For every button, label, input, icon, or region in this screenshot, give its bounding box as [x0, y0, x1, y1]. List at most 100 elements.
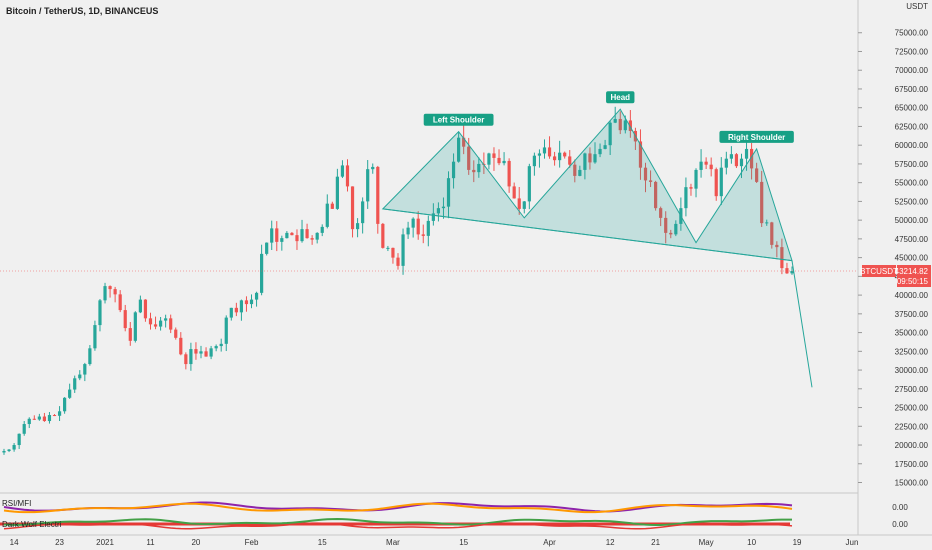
candle-body	[280, 238, 284, 242]
candle-body	[133, 312, 137, 341]
candle-body	[593, 154, 597, 163]
candle-body	[734, 154, 739, 167]
candle-body	[199, 351, 203, 354]
candle-body	[689, 187, 693, 189]
y-tick-label: 75000.00	[895, 29, 929, 38]
candle-body	[694, 169, 698, 189]
candle-body	[542, 147, 547, 154]
y-tick-label: 72500.00	[895, 47, 929, 56]
candle-body	[270, 228, 274, 243]
candle-body	[153, 324, 158, 327]
candle-body	[68, 389, 72, 398]
candle-body	[158, 320, 163, 327]
candle-body	[608, 122, 612, 146]
candle-body	[648, 180, 653, 182]
x-tick-label: 12	[606, 538, 615, 547]
candle-body	[22, 424, 26, 434]
candle-body	[224, 317, 228, 344]
candle-body	[366, 169, 370, 202]
candle-body	[325, 203, 329, 227]
pattern-label-bg	[606, 91, 635, 104]
candle-body	[583, 153, 587, 170]
wolf-base-line	[3, 522, 793, 530]
candle-body	[128, 328, 132, 341]
candle-body	[457, 137, 461, 162]
candle-body	[345, 165, 350, 187]
candle-body	[340, 165, 345, 177]
x-tick-label: 19	[793, 538, 802, 547]
candle-body	[704, 161, 708, 165]
candle-body	[775, 244, 779, 248]
target-projection-line	[791, 260, 813, 388]
candle-body	[229, 307, 233, 318]
candle-body	[371, 166, 375, 170]
candle-body	[148, 318, 153, 325]
candle-body	[765, 222, 769, 224]
candle-body	[7, 449, 11, 452]
candle-body	[436, 208, 441, 214]
x-tick-label: 14	[10, 538, 19, 547]
y-tick-label: 25000.00	[895, 404, 929, 413]
price-tag: 43214.82	[895, 267, 929, 276]
y-tick-label: 47500.00	[895, 235, 929, 244]
candle-body	[451, 161, 456, 179]
y-tick-label: 70000.00	[895, 66, 929, 75]
candle-body	[98, 300, 102, 326]
y-tick-label: 20000.00	[895, 441, 929, 450]
candle-body	[563, 152, 567, 157]
candle-body	[507, 160, 511, 187]
y-tick-label: 22500.00	[895, 422, 929, 431]
candle-body	[123, 310, 127, 329]
candle-body	[290, 232, 294, 236]
candle-body	[310, 238, 314, 240]
candle-body	[532, 155, 536, 167]
candle-body	[724, 158, 728, 168]
candle-body	[179, 337, 183, 355]
candle-body	[744, 148, 749, 159]
candle-body	[57, 411, 62, 416]
candle-body	[674, 223, 678, 235]
candle-body	[558, 152, 562, 161]
y-tick-label: 62500.00	[895, 122, 929, 131]
candle-body	[113, 289, 117, 295]
candle-body	[780, 247, 784, 269]
x-tick-label: Feb	[245, 538, 259, 547]
candle-body	[790, 271, 794, 274]
candle-body	[209, 348, 213, 357]
candle-body	[527, 166, 531, 202]
y-tick-label: 55000.00	[895, 179, 929, 188]
candle-body	[42, 416, 47, 422]
candle-body	[295, 235, 299, 242]
y-tick-label: 45000.00	[895, 254, 929, 263]
candle-body	[492, 153, 496, 158]
candle-body	[320, 226, 324, 233]
candle-body	[93, 325, 97, 349]
candle-body	[699, 161, 703, 170]
pattern-label: Right Shoulder	[728, 133, 785, 142]
candle-body	[623, 120, 627, 131]
candle-body	[431, 213, 435, 221]
y-tick-label: 67500.00	[895, 85, 929, 94]
candle-body	[249, 299, 254, 305]
x-tick-label: May	[699, 538, 714, 547]
candle-body	[512, 186, 516, 199]
x-tick-label: 10	[747, 538, 756, 547]
candle-body	[275, 228, 279, 242]
candle-body	[472, 169, 476, 173]
candle-body	[537, 153, 542, 156]
candle-body	[714, 169, 718, 197]
candle-body	[300, 229, 304, 242]
candle-body	[709, 164, 713, 170]
candle-body	[219, 343, 223, 347]
candle-body	[254, 292, 259, 300]
y-tick-label: 57500.00	[895, 160, 929, 169]
y-tick-label: 17500.00	[895, 460, 929, 469]
mfi-line	[3, 502, 793, 514]
candle-body	[12, 445, 16, 450]
candle-body	[2, 451, 6, 453]
candle-body	[391, 247, 395, 258]
candle-body	[568, 156, 572, 165]
candle-body	[376, 166, 380, 224]
symbol-tag-bg	[862, 265, 896, 278]
